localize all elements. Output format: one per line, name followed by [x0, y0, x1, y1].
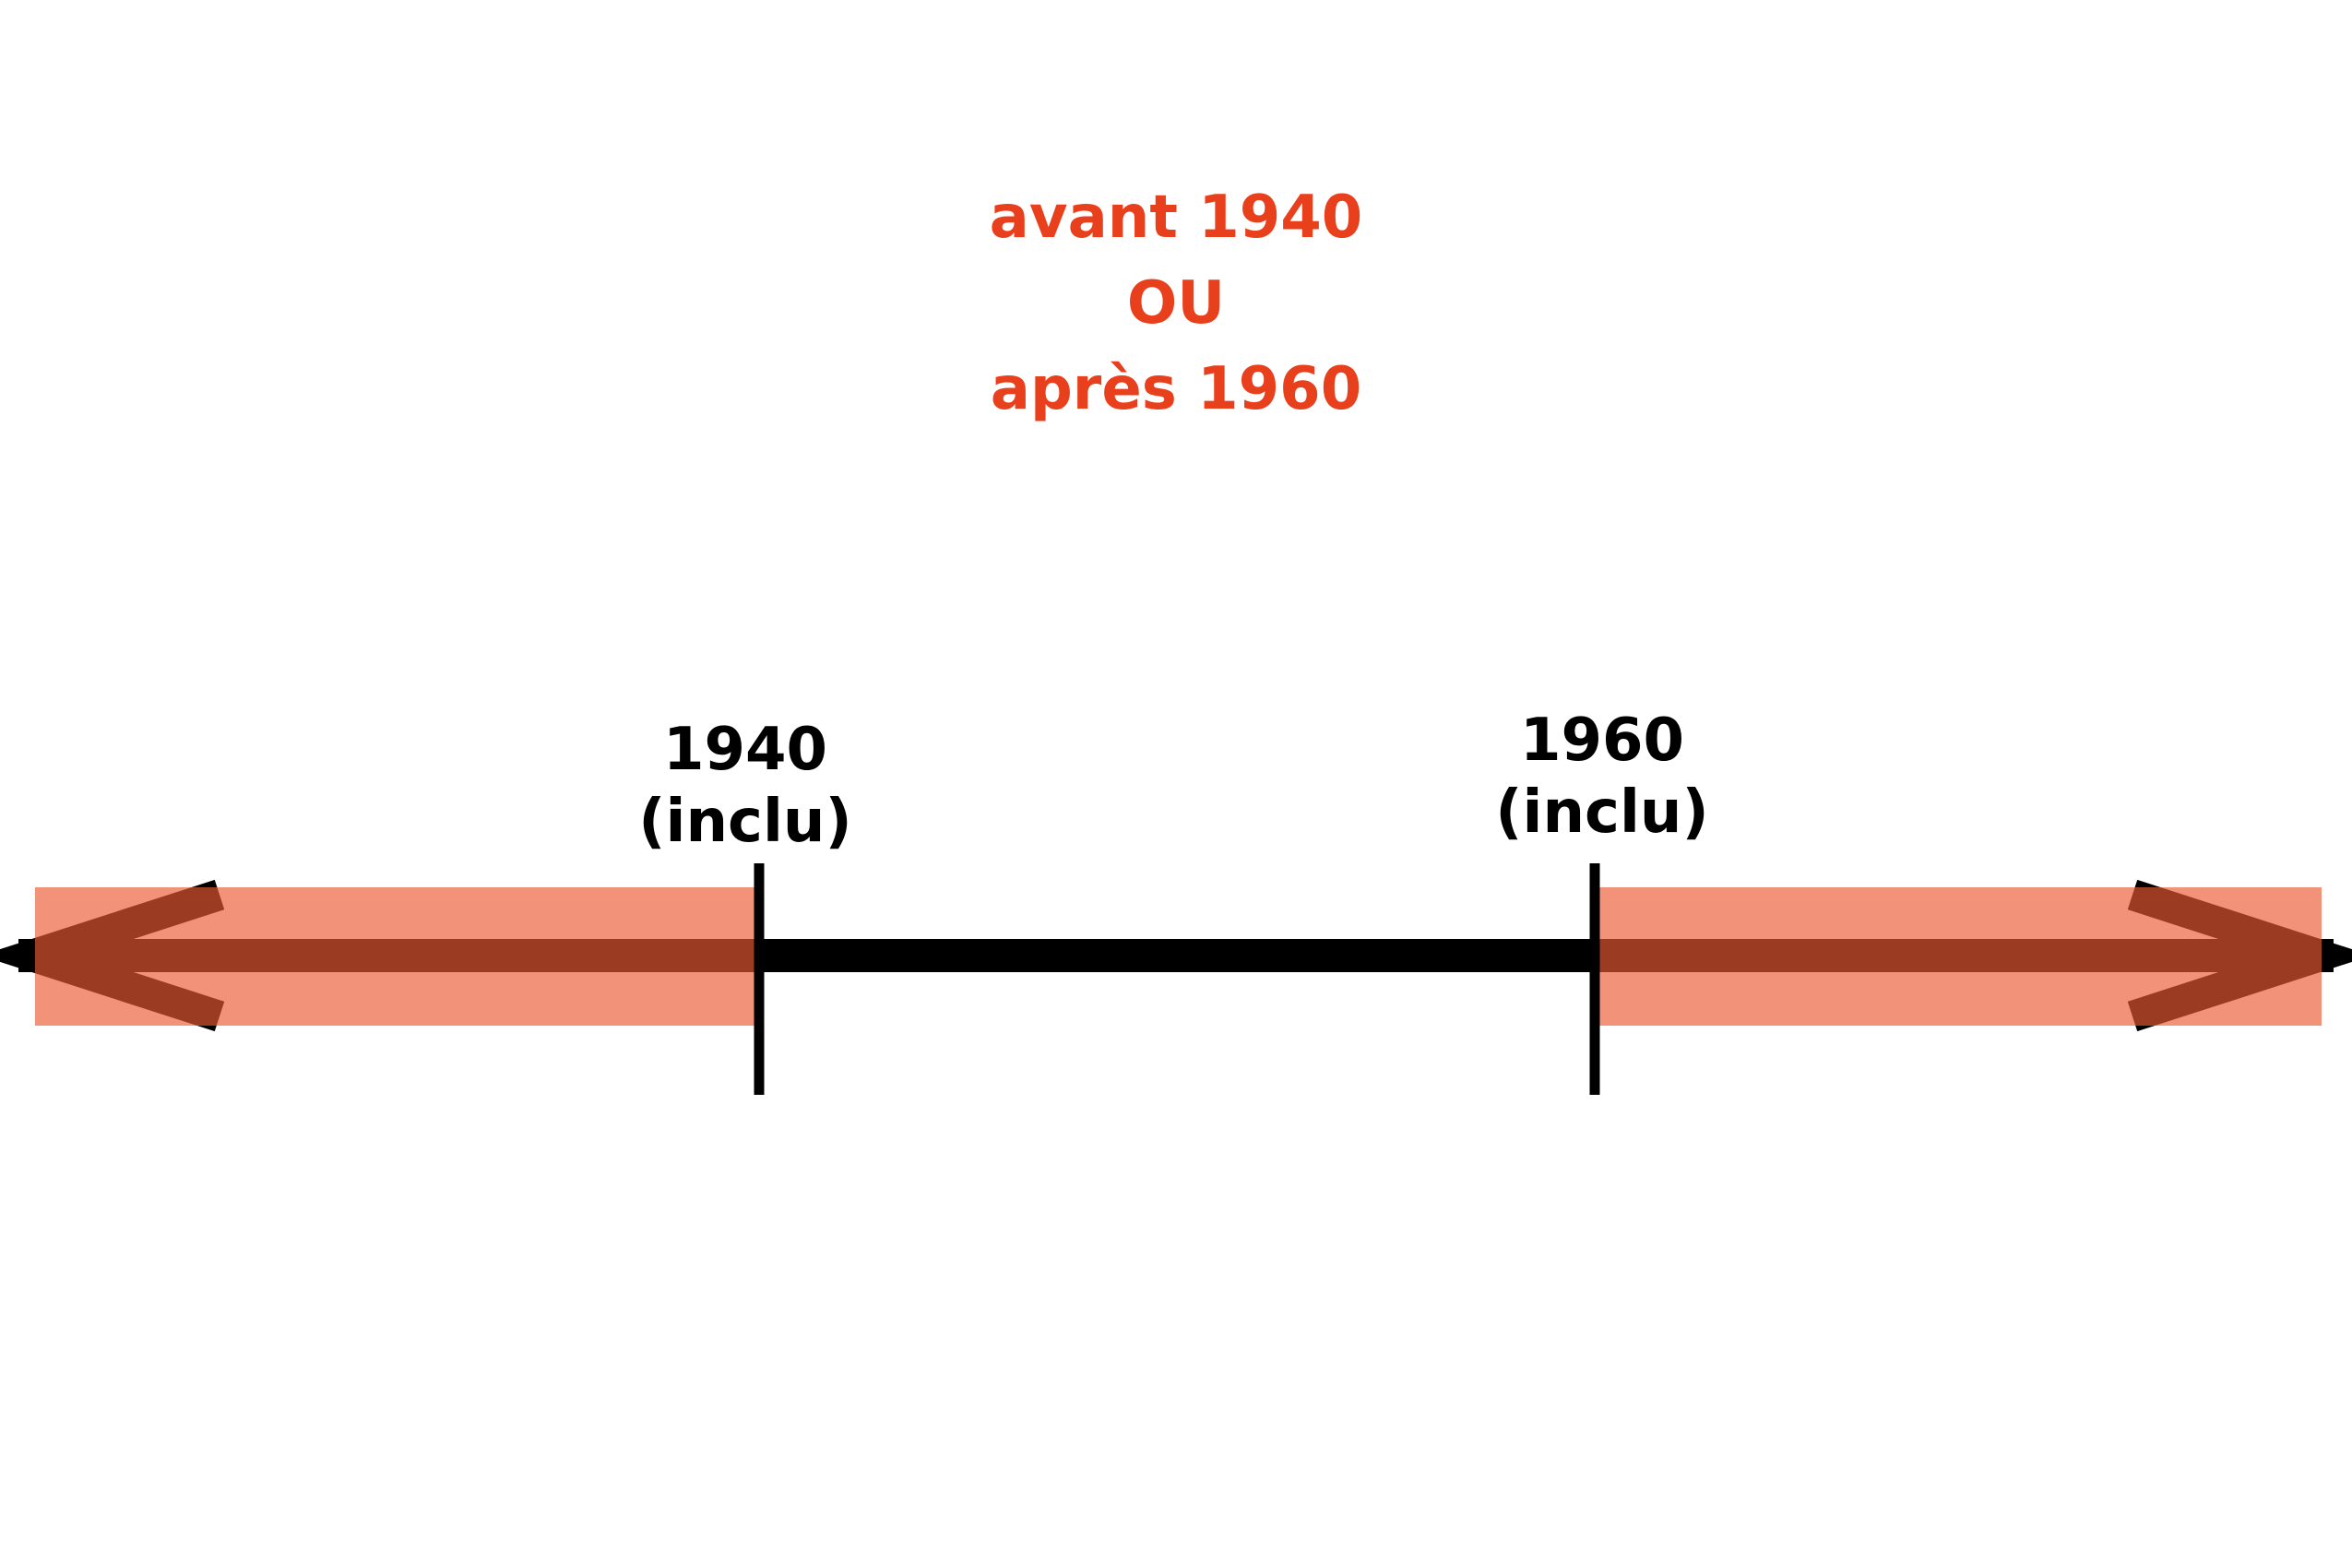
- tick-year-1940: 1940: [662, 716, 828, 784]
- highlight-after-1960: [1598, 887, 2322, 1026]
- left-arrow-tip: [0, 943, 37, 968]
- tick-label-1960: 1960 (inclu): [1436, 705, 1768, 849]
- tick-note-1940: (inclu): [638, 788, 852, 856]
- tick-year-1960: 1960: [1519, 707, 1685, 775]
- title-line-before: avant 1940: [989, 184, 1363, 252]
- title-line-or: OU: [1126, 269, 1226, 338]
- highlight-before-1940: [35, 887, 758, 1026]
- tick-label-1940: 1940 (inclu): [579, 714, 911, 858]
- tick-note-1960: (inclu): [1495, 778, 1709, 847]
- condition-title: avant 1940 OU après 1960: [0, 175, 2352, 433]
- right-arrow-tip: [2315, 943, 2352, 968]
- title-line-after: après 1960: [990, 355, 1362, 423]
